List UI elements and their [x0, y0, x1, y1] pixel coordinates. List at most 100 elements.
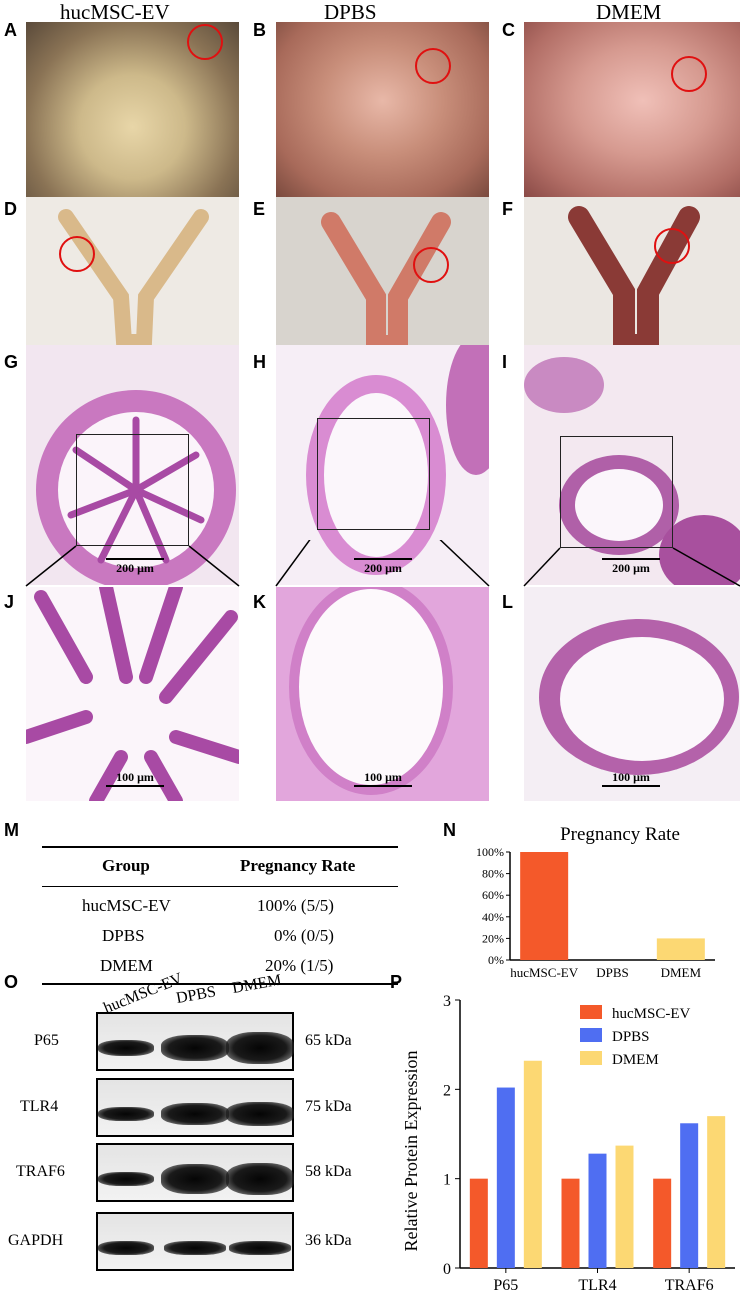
scalebar-h: 200 μm — [348, 558, 418, 576]
protein-label: GAPDH — [8, 1232, 64, 1249]
histology-l — [524, 587, 740, 801]
kda-label: 75 kDa — [305, 1098, 352, 1115]
bar — [656, 938, 705, 960]
blot-band — [98, 1240, 154, 1255]
table-cell-group: DMEM — [100, 956, 153, 975]
y-tick-label: 80% — [482, 867, 504, 881]
y-tick-label: 0 — [443, 1261, 451, 1278]
legend-label: DPBS — [612, 1029, 650, 1045]
y-tick-label: 100% — [476, 845, 504, 859]
histology-k — [276, 587, 489, 801]
protein-label: TLR4 — [20, 1098, 59, 1115]
panel-letter-b: B — [253, 20, 266, 40]
x-tick-label: TLR4 — [578, 1277, 616, 1294]
kda-label: 65 kDa — [305, 1032, 352, 1049]
pregnancy-table: Group Pregnancy Rate hucMSC-EV 100% (5/5… — [42, 846, 398, 985]
blot-band — [164, 1240, 226, 1255]
blot-band — [98, 1106, 154, 1121]
photo-d-circle — [59, 236, 95, 272]
x-tick-label: TRAF6 — [665, 1277, 714, 1294]
photo-d — [26, 197, 239, 345]
panel-letter-i: I — [502, 352, 508, 372]
panel-letter-p: P — [390, 972, 403, 992]
panel-letter-l: L — [502, 592, 513, 612]
column-title-dpbs: DPBS — [324, 0, 377, 24]
chart-ylabel: Relative Protein Expression — [401, 1051, 421, 1252]
legend-swatch — [580, 1051, 602, 1065]
bar — [615, 1145, 634, 1268]
bar — [680, 1123, 699, 1268]
scalebar-i: 200 μm — [596, 558, 666, 576]
x-tick-label: DPBS — [596, 965, 629, 980]
zoom-connectors — [25, 540, 740, 587]
bar — [588, 1153, 607, 1268]
panel-letter-j: J — [4, 592, 15, 612]
photo-b — [276, 22, 489, 197]
protein-label: P65 — [34, 1032, 59, 1049]
table-header-rate: Pregnancy Rate — [240, 856, 356, 875]
blot-band — [98, 1039, 154, 1056]
blot-band — [161, 1034, 229, 1061]
protein-label: TRAF6 — [16, 1163, 65, 1180]
x-tick-label: hucMSC-EV — [510, 965, 579, 980]
panel-letter-c: C — [502, 20, 515, 40]
scalebar-l: 100 μm — [596, 770, 666, 788]
pregnancy-rate-chart: Pregnancy Rate 0% 20% 40% 60% 80% 100% hucMSC-… — [476, 824, 715, 980]
photo-a-circle — [187, 24, 223, 60]
bar — [707, 1116, 726, 1268]
photo-e — [276, 197, 489, 345]
blot-band — [226, 1162, 294, 1195]
bar — [469, 1178, 488, 1268]
bar — [520, 852, 569, 960]
histology-h — [276, 345, 489, 585]
histology-i — [524, 345, 740, 585]
panel-letter-n: N — [443, 820, 456, 840]
scalebar-j: 100 μm — [100, 770, 170, 788]
bar — [496, 1087, 515, 1268]
y-tick-label: 2 — [443, 1082, 451, 1099]
table-cell-rate: 20% (1/5) — [265, 956, 334, 975]
scalebar-k: 100 μm — [348, 770, 418, 788]
y-tick-label: 60% — [482, 888, 504, 902]
photo-b-circle — [415, 48, 451, 84]
photo-c — [524, 22, 740, 197]
photo-f-circle — [654, 228, 690, 264]
legend-swatch — [580, 1005, 602, 1019]
blot-band — [98, 1171, 154, 1186]
bar — [523, 1060, 542, 1268]
protein-expression-chart: Relative Protein Expression 0 1 2 3 P65 TLR4 T… — [401, 993, 735, 1294]
blot-band — [226, 1031, 294, 1064]
panel-letter-g: G — [4, 352, 19, 372]
table-cell-group: DPBS — [102, 926, 145, 945]
table-header-group: Group — [102, 856, 150, 875]
y-tick-label: 0% — [488, 953, 504, 967]
panel-letter-f: F — [502, 199, 513, 219]
blot-band — [229, 1240, 291, 1255]
table-cell-rate: 0% (0/5) — [274, 926, 334, 945]
chart-title: Pregnancy Rate — [560, 824, 680, 845]
y-tick-label: 20% — [482, 931, 504, 945]
table-cell-group: hucMSC-EV — [82, 896, 171, 915]
panel-letter-k: K — [253, 592, 266, 612]
y-tick-label: 3 — [443, 993, 451, 1010]
y-tick-label: 40% — [482, 910, 504, 924]
column-title-dmem: DMEM — [596, 0, 662, 24]
bar — [653, 1178, 672, 1268]
kda-label: 58 kDa — [305, 1163, 352, 1180]
table-cell-rate: 100% (5/5) — [257, 896, 334, 915]
column-title-huc: hucMSC-EV — [60, 0, 170, 24]
legend-label: DMEM — [612, 1052, 659, 1068]
panel-letter-e: E — [253, 199, 266, 219]
bar — [561, 1178, 580, 1268]
panel-letter-a: A — [4, 20, 17, 40]
inset-box-g — [76, 434, 189, 546]
photo-c-circle — [671, 56, 707, 92]
panel-letter-o: O — [4, 972, 19, 992]
legend-swatch — [580, 1028, 602, 1042]
legend-label: hucMSC-EV — [612, 1006, 691, 1022]
blot-band — [161, 1102, 229, 1125]
panel-letter-h: H — [253, 352, 266, 372]
y-tick-label: 1 — [443, 1172, 451, 1189]
photo-f — [524, 197, 740, 345]
inset-box-h — [317, 418, 430, 530]
